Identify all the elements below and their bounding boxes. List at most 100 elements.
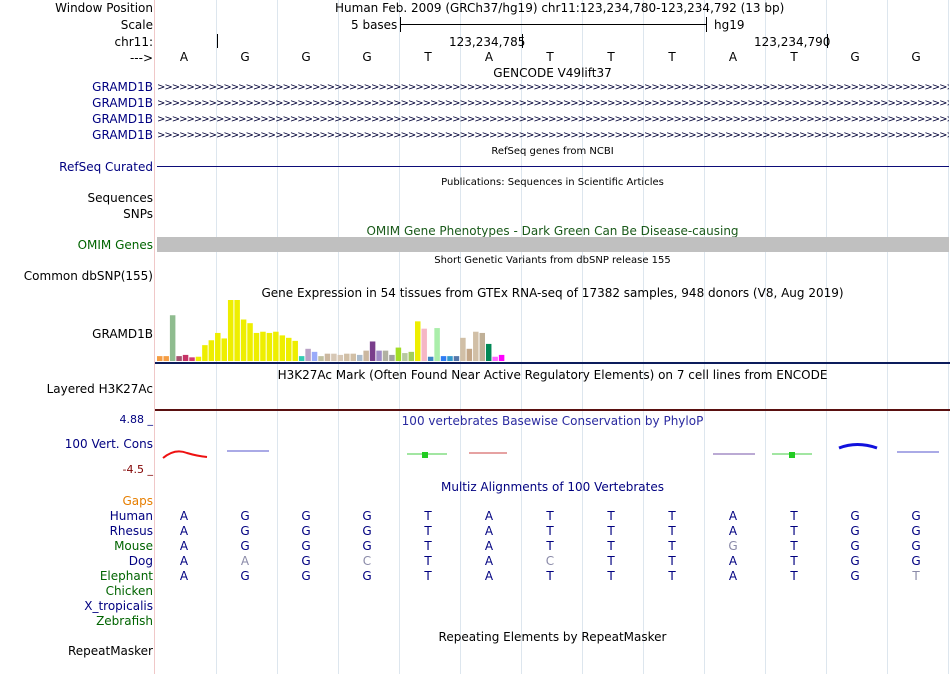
h3k27ac-title[interactable]: H3K27Ac Mark (Often Found Near Active Re… bbox=[277, 368, 828, 382]
gtex-tissue-bar[interactable] bbox=[240, 319, 247, 361]
alignment-base: G bbox=[301, 554, 311, 568]
repeatmasker-title[interactable]: Repeating Elements by RepeatMasker bbox=[438, 630, 667, 644]
gtex-tissue-bar[interactable] bbox=[492, 356, 498, 361]
scale-bar bbox=[400, 24, 706, 25]
gtex-title[interactable]: Gene Expression in 54 tissues from GTEx … bbox=[261, 286, 844, 300]
gtex-tissue-bar[interactable] bbox=[447, 356, 453, 361]
gtex-tissue-bar[interactable] bbox=[363, 350, 369, 361]
gtex-tissue-bar[interactable] bbox=[434, 328, 440, 361]
publications-title[interactable]: Publications: Sequences in Scientific Ar… bbox=[441, 177, 664, 188]
gene-strand-arrows[interactable]: >>>>>>>>>>>>>>>>>>>>>>>>>>>>>>>>>>>>>>>>… bbox=[157, 99, 949, 109]
gtex-tissue-bar[interactable] bbox=[324, 353, 331, 361]
gtex-tissue-bar[interactable] bbox=[421, 328, 427, 361]
species-label[interactable]: Mouse bbox=[114, 539, 153, 553]
cons-wiggle-plot[interactable] bbox=[157, 438, 950, 466]
gtex-tissue-bar[interactable] bbox=[479, 332, 486, 361]
gtex-tissue-bar[interactable] bbox=[473, 331, 479, 361]
refseq-title[interactable]: RefSeq genes from NCBI bbox=[491, 146, 614, 157]
snps-label[interactable]: SNPs bbox=[123, 207, 153, 221]
omim-feature-bar[interactable] bbox=[157, 237, 949, 252]
gtex-tissue-bar[interactable] bbox=[498, 354, 505, 361]
cons-title[interactable]: 100 vertebrates Basewise Conservation by… bbox=[401, 414, 704, 428]
reference-base: G bbox=[911, 50, 921, 64]
species-label[interactable]: Dog bbox=[128, 554, 153, 568]
species-label[interactable]: X_tropicalis bbox=[84, 599, 153, 613]
cons-label[interactable]: 100 Vert. Cons bbox=[64, 437, 153, 451]
gtex-tissue-bar[interactable] bbox=[279, 335, 286, 361]
species-label[interactable]: Human bbox=[109, 509, 153, 523]
gtex-tissue-bar[interactable] bbox=[292, 340, 298, 361]
gtex-tissue-bar[interactable] bbox=[260, 331, 266, 361]
gtex-tissue-bar[interactable] bbox=[247, 323, 253, 361]
gtex-tissue-bar[interactable] bbox=[331, 353, 337, 361]
gtex-tissue-bar[interactable] bbox=[466, 348, 473, 361]
gtex-tissue-bar[interactable] bbox=[376, 350, 382, 361]
gtex-tissue-bar[interactable] bbox=[337, 354, 344, 361]
gtex-tissue-bar[interactable] bbox=[157, 356, 163, 361]
refseq-label[interactable]: RefSeq Curated bbox=[59, 160, 153, 174]
gtex-tissue-bar[interactable] bbox=[350, 353, 357, 361]
gtex-tissue-bar[interactable] bbox=[402, 353, 408, 361]
gtex-tissue-bar[interactable] bbox=[169, 315, 176, 361]
gtex-tissue-bar[interactable] bbox=[227, 300, 234, 361]
gtex-bar-chart[interactable] bbox=[157, 300, 537, 361]
species-label[interactable]: Rhesus bbox=[109, 524, 153, 538]
gtex-tissue-bar[interactable] bbox=[305, 348, 311, 361]
gtex-tissue-bar[interactable] bbox=[253, 332, 260, 361]
gtex-tissue-bar[interactable] bbox=[408, 351, 415, 361]
gencode-title[interactable]: GENCODE V49lift37 bbox=[493, 66, 612, 80]
grid-line bbox=[765, 0, 766, 674]
gene-strand-arrows[interactable]: >>>>>>>>>>>>>>>>>>>>>>>>>>>>>>>>>>>>>>>>… bbox=[157, 131, 949, 141]
label-column-divider bbox=[154, 0, 155, 674]
gtex-tissue-bar[interactable] bbox=[215, 332, 221, 361]
gtex-tissue-bar[interactable] bbox=[202, 345, 208, 361]
gtex-tissue-bar[interactable] bbox=[273, 331, 279, 361]
dbsnp-label[interactable]: Common dbSNP(155) bbox=[23, 269, 153, 283]
gtex-label[interactable]: GRAMD1B bbox=[92, 327, 153, 341]
gtex-tissue-bar[interactable] bbox=[221, 338, 228, 361]
gencode-track-label[interactable]: GRAMD1B bbox=[92, 80, 153, 94]
gtex-tissue-bar[interactable] bbox=[182, 354, 189, 361]
gtex-tissue-bar[interactable] bbox=[176, 356, 182, 361]
gtex-tissue-bar[interactable] bbox=[318, 356, 324, 361]
gtex-tissue-bar[interactable] bbox=[369, 341, 376, 361]
gtex-tissue-bar[interactable] bbox=[163, 356, 169, 361]
gtex-tissue-bar[interactable] bbox=[195, 356, 202, 361]
repeatmasker-label[interactable]: RepeatMasker bbox=[67, 644, 153, 658]
gaps-label[interactable]: Gaps bbox=[122, 494, 153, 508]
dbsnp-title[interactable]: Short Genetic Variants from dbSNP releas… bbox=[434, 255, 671, 266]
gencode-track-label[interactable]: GRAMD1B bbox=[92, 96, 153, 110]
gtex-tissue-bar[interactable] bbox=[485, 343, 492, 361]
gtex-tissue-bar[interactable] bbox=[266, 332, 273, 361]
gtex-tissue-bar[interactable] bbox=[298, 356, 305, 361]
omim-label[interactable]: OMIM Genes bbox=[77, 238, 153, 252]
publications-label[interactable]: Sequences bbox=[87, 191, 153, 205]
gencode-track-label[interactable]: GRAMD1B bbox=[92, 112, 153, 126]
gtex-tissue-bar[interactable] bbox=[344, 353, 350, 361]
refseq-track-line[interactable] bbox=[157, 166, 949, 167]
gtex-tissue-bar[interactable] bbox=[389, 354, 395, 361]
gencode-track-label[interactable]: GRAMD1B bbox=[92, 128, 153, 142]
gtex-tissue-bar[interactable] bbox=[427, 356, 434, 361]
gtex-tissue-bar[interactable] bbox=[208, 340, 215, 361]
reference-base: A bbox=[728, 50, 738, 64]
multiz-title[interactable]: Multiz Alignments of 100 Vertebrates bbox=[440, 480, 665, 494]
h3k27ac-label[interactable]: Layered H3K27Ac bbox=[46, 382, 153, 396]
gtex-tissue-bar[interactable] bbox=[415, 321, 421, 361]
gtex-tissue-bar[interactable] bbox=[286, 337, 292, 361]
gene-strand-arrows[interactable]: >>>>>>>>>>>>>>>>>>>>>>>>>>>>>>>>>>>>>>>>… bbox=[157, 115, 949, 125]
gtex-tissue-bar[interactable] bbox=[356, 354, 363, 361]
gtex-tissue-bar[interactable] bbox=[189, 357, 195, 361]
gtex-tissue-bar[interactable] bbox=[440, 356, 447, 361]
gtex-tissue-bar[interactable] bbox=[453, 356, 460, 361]
gtex-tissue-bar[interactable] bbox=[395, 347, 402, 361]
gtex-tissue-bar[interactable] bbox=[234, 300, 240, 361]
gtex-tissue-bar[interactable] bbox=[311, 351, 318, 361]
species-label[interactable]: Zebrafish bbox=[96, 614, 153, 628]
gtex-tissue-bar[interactable] bbox=[460, 337, 466, 361]
species-label[interactable]: Elephant bbox=[99, 569, 153, 583]
gtex-tissue-bar[interactable] bbox=[382, 350, 389, 361]
species-label[interactable]: Chicken bbox=[105, 584, 153, 598]
gene-strand-arrows[interactable]: >>>>>>>>>>>>>>>>>>>>>>>>>>>>>>>>>>>>>>>>… bbox=[157, 83, 949, 93]
omim-title[interactable]: OMIM Gene Phenotypes - Dark Green Can Be… bbox=[366, 224, 739, 238]
